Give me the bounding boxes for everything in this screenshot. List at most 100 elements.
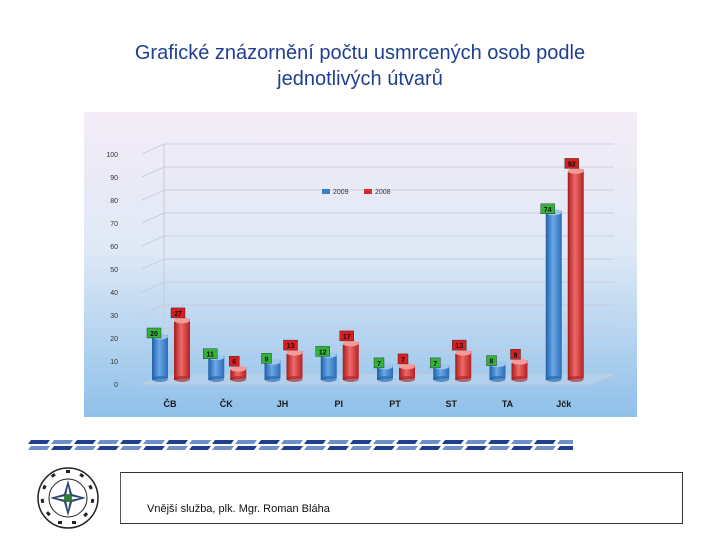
stripe-dash (143, 446, 165, 450)
bar-2008-ČB-top (174, 317, 190, 324)
stripe-dash (212, 440, 234, 444)
stripe-dash (511, 446, 533, 450)
y-tick-label: 40 (110, 290, 118, 297)
y-tick-label: 20 (110, 336, 118, 343)
stripe-dash (28, 446, 50, 450)
data-label-2008-TA: 9 (514, 352, 518, 359)
stripe-dash (281, 440, 303, 444)
data-label-2009-ST-bg (430, 357, 441, 369)
stripe-dash (304, 446, 326, 450)
data-label-2008-ČK: 6 (232, 359, 236, 366)
title-line-2: jednotlivých útvarů (277, 68, 443, 90)
decorative-stripe (28, 440, 573, 450)
x-tick-label: PI (334, 399, 343, 409)
data-label-2009-TA-bg (486, 355, 497, 366)
bar-2008-Jčk-top (567, 167, 584, 174)
data-label-2008-ČB: 27 (174, 311, 182, 318)
stripe-dash (97, 446, 119, 450)
stripe-dash (419, 446, 441, 450)
data-label-2008-PI-bg (339, 330, 354, 342)
bar-2009-JH-base (264, 376, 281, 382)
stripe-dash (258, 440, 280, 444)
data-label-2008-PT-bg (397, 353, 409, 365)
bar-2008-Jčk-base (567, 376, 584, 382)
stripe-dash (120, 440, 142, 444)
gridline (141, 258, 614, 270)
data-label-2009-JH-bg (261, 353, 272, 364)
bar-2008-ST-top (455, 349, 472, 356)
data-label-2009-PT: 7 (377, 361, 381, 368)
bar-2009-TA (489, 362, 506, 380)
bar-2009-ČK (208, 355, 225, 380)
bar-2008-TA (511, 360, 528, 380)
x-tick-label: Jčk (556, 399, 572, 409)
data-label-2009-TA: 8 (490, 359, 494, 366)
stripe-dash (258, 446, 280, 450)
y-tick-label: 60 (110, 244, 118, 251)
bar-2008-JH-top (286, 349, 303, 356)
data-label-2009-ČK: 11 (207, 352, 215, 359)
bar-2009-ČK-base (208, 376, 225, 382)
data-label-2008-ST: 13 (455, 343, 463, 350)
data-label-2009-ČK-bg (203, 348, 218, 359)
stripe-dash (557, 440, 573, 444)
stripe-dash (28, 440, 50, 444)
stripe-dash (143, 440, 165, 444)
gridline (141, 281, 614, 293)
legend-label-2008: 2008 (375, 189, 391, 196)
stripe-dash (74, 446, 96, 450)
stripe-dash (557, 446, 573, 450)
data-label-2008-PT: 7 (401, 357, 405, 364)
footer-box: Vnější služba, plk. Mgr. Roman Bláha (120, 472, 683, 524)
stripe-dash (120, 446, 142, 450)
stripe-dash (442, 446, 464, 450)
y-axis: 0 10 20 30 40 50 60 70 80 90 100 (106, 152, 118, 389)
chart-legend: 2009 2008 (322, 189, 391, 196)
stripe-dash (189, 440, 211, 444)
stripe-dash (212, 446, 234, 450)
data-label-2009-Jčk: 74 (544, 207, 552, 214)
gridline (141, 235, 614, 247)
bar-2008-ST-base (455, 376, 472, 382)
y-tick-label: 10 (110, 359, 118, 366)
stripe-dash (350, 440, 372, 444)
y-tick-label: 90 (110, 175, 118, 182)
bar-2008-ST (455, 351, 472, 380)
stripe-dash (281, 446, 303, 450)
stripe-dash (97, 440, 119, 444)
stripe-dash (419, 440, 441, 444)
stripe-dash (511, 440, 533, 444)
bar-2008-TA-top (511, 358, 528, 365)
bar-2008-ČB (174, 318, 190, 380)
bar-2008-JH-base (286, 376, 303, 382)
stripe-dash (51, 446, 73, 450)
data-label-2008-JH-bg (283, 339, 298, 351)
x-tick-label: JH (277, 399, 289, 409)
stripe-dash (396, 446, 418, 450)
x-tick-label: TA (502, 399, 514, 409)
legend-label-2009: 2009 (333, 189, 349, 196)
x-tick-label: PT (389, 399, 401, 409)
bar-2008-ČK-base (230, 376, 247, 382)
y-tick-label: 100 (106, 152, 118, 159)
data-label-2009-Jčk-bg (540, 203, 555, 215)
data-label-2009-JH: 9 (265, 356, 269, 363)
data-label-2009-ČB-bg (146, 327, 162, 339)
legend-swatch-2008 (364, 189, 372, 194)
bar-2009-ČB (152, 335, 168, 380)
bar-2009-Jčk (545, 210, 562, 380)
data-label-2008-Jčk: 92 (568, 161, 576, 168)
bar-2009-PT-base (377, 376, 393, 382)
stripe-dash (304, 440, 326, 444)
stripe-dash (235, 440, 257, 444)
y-tick-label: 30 (110, 313, 118, 320)
gridline (141, 304, 614, 316)
y-tick-label: 0 (114, 382, 118, 389)
data-label-2008-ČK-bg (229, 355, 240, 367)
footer-author: Vnější služba, plk. Mgr. Roman Bláha (147, 503, 330, 515)
bar-2008-PI-top (342, 340, 359, 347)
bar-2008-PT-top (399, 363, 415, 370)
data-label-2009-PI-bg (315, 346, 330, 357)
stripe-dash (442, 440, 464, 444)
bar-2009-ČB-base (152, 376, 168, 382)
